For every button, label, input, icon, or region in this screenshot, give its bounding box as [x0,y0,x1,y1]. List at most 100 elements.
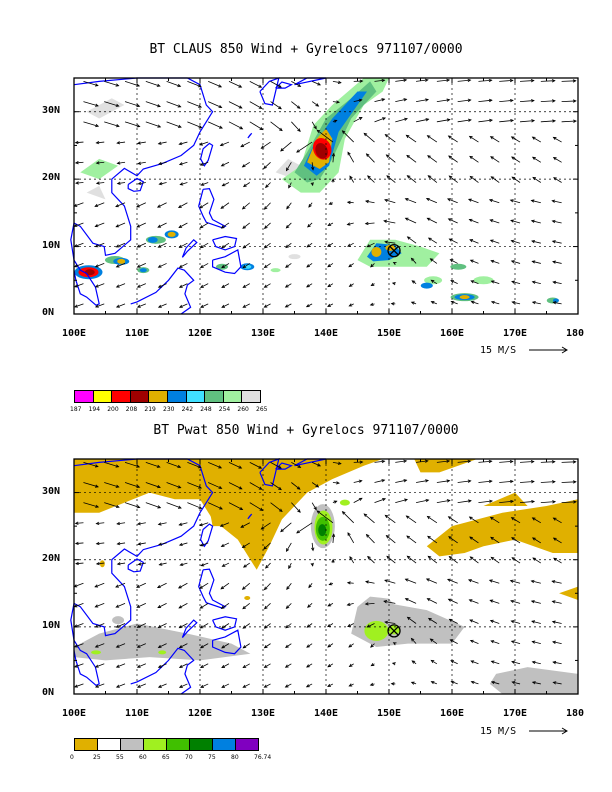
wind-vector-head [470,660,475,664]
wind-vector-head [158,161,162,166]
cloud-haze [86,98,125,119]
wind-vector-head [94,83,99,87]
wind-vector-head [552,500,557,504]
wind-vector-head [348,663,353,667]
wind-vector [285,643,292,648]
wind-vector [166,121,182,128]
wind-vector-head [220,605,225,610]
wind-vector [228,81,242,88]
wind-vector [285,663,292,668]
wind-vector-head [490,259,495,264]
wind-vector [179,522,188,526]
wind-vector [363,513,375,524]
wind-vector [104,502,120,508]
wind-vector [286,582,292,590]
coastline [294,77,327,86]
wind-vector [179,242,188,248]
wind-vector [138,161,146,165]
wind-vector-head [263,206,268,210]
wind-vector-head [219,143,224,147]
wind-vector-head [178,542,183,547]
wind-vector [374,98,385,102]
wind-vector-head [467,479,472,483]
wind-vector-head [488,78,493,83]
wind-vector [365,581,375,584]
wind-vector [405,598,417,604]
wind-vector-head [552,157,557,161]
colorbar-swatch [167,390,187,403]
wind-vector-head [116,521,121,526]
wind-vector [490,517,500,524]
wind-vector-head [551,219,556,224]
wind-vector-head [553,557,557,561]
wind-vector [242,643,250,649]
wind-vector-head [469,639,474,643]
wind-vector-head [411,660,416,664]
colorbar-swatch [143,738,167,751]
wind-vector [75,141,84,144]
wind-vector [307,603,313,608]
wind-vector-head [199,162,204,166]
wind-vector [561,80,576,82]
wind-vector-head [178,644,183,649]
wind-vector-head [94,304,99,308]
wind-vector [136,602,146,608]
wind-vector-head [531,537,536,541]
wind-vector-head [427,617,432,622]
wind-vector-head [242,304,247,308]
wind-vector-head [341,511,346,515]
colorbar-swatch [212,738,236,751]
convection-cluster [420,282,433,289]
wind-vector [270,121,283,131]
wind-vector-head [238,465,243,469]
wind-vector [115,202,126,207]
x-tick-label: 100E [62,708,87,719]
wind-vector-head [136,584,140,588]
wind-vector-head [263,225,268,229]
wind-vector [96,542,105,545]
cloud-haze [288,254,301,260]
wind-vector-head [365,199,369,204]
wind-vector [242,582,251,590]
wind-vector [365,602,375,605]
wind-vector-head [510,517,515,521]
wind-vector-head [242,605,246,610]
wind-vector-head [178,162,183,166]
wind-vector-head [510,620,515,624]
wind-vector-head [263,664,268,668]
wind-vector-head [115,644,120,648]
wind-vector-head [178,244,183,248]
coastline [275,81,293,89]
wind-vector-head [425,197,430,202]
wind-vector-head [427,237,432,241]
wind-vector [540,120,556,123]
wind-vector-head [426,135,431,139]
wind-vector [553,177,562,183]
wind-vector [222,562,230,567]
wind-vector [291,482,301,490]
wind-vector-head [156,464,161,468]
wind-vector [116,602,126,608]
wind-vector [447,578,458,584]
x-tick-label: 110E [125,708,150,719]
wind-vector [428,237,438,244]
y-tick-label: 0N [42,687,55,698]
wind-vector-head [347,532,351,536]
wind-vector-head [220,163,225,167]
wind-vector [264,242,271,249]
wind-vector [200,303,209,308]
wind-vector [264,303,271,308]
wind-vector [561,120,577,123]
wind-vector-head [531,239,536,244]
colorbar-label: 219 [144,406,156,413]
coastline [181,619,198,638]
wind-vector-head [467,499,472,503]
wind-vector [327,283,334,287]
wind-vector-head [116,181,121,185]
wind-vector [499,500,514,504]
wind-vector [490,536,500,544]
wind-vector [116,683,126,688]
wind-vector [491,681,500,685]
wind-vector-head [367,555,371,560]
wind-vector-head [220,625,225,629]
